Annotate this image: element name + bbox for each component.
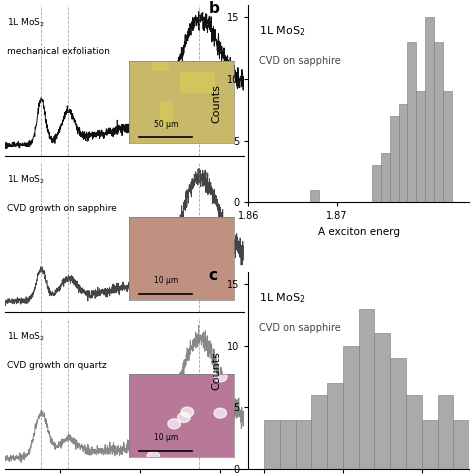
Bar <box>416 91 425 202</box>
Text: 1L MoS$_2$: 1L MoS$_2$ <box>259 25 306 38</box>
Text: 1L MoS$_2$: 1L MoS$_2$ <box>7 17 45 29</box>
Bar <box>310 190 319 202</box>
Bar <box>399 104 407 202</box>
Bar <box>422 420 438 469</box>
Bar <box>343 346 359 469</box>
Bar <box>390 116 399 202</box>
Bar <box>295 420 311 469</box>
Text: CVD growth on sapphire: CVD growth on sapphire <box>7 204 117 213</box>
Bar <box>280 420 295 469</box>
Y-axis label: Counts: Counts <box>211 84 221 123</box>
Bar <box>434 42 443 202</box>
Text: CVD on sapphire: CVD on sapphire <box>259 56 341 66</box>
Bar <box>454 420 469 469</box>
Text: 1L MoS$_2$: 1L MoS$_2$ <box>259 292 306 305</box>
Bar <box>438 395 454 469</box>
Bar <box>372 165 381 202</box>
Bar <box>390 358 406 469</box>
Text: 1L MoS$_2$: 1L MoS$_2$ <box>7 330 45 343</box>
Bar <box>407 42 416 202</box>
Bar <box>425 17 434 202</box>
Bar <box>311 395 327 469</box>
Bar <box>327 383 343 469</box>
Bar <box>381 153 390 202</box>
Text: c: c <box>209 268 218 283</box>
Bar <box>359 309 374 469</box>
Bar <box>406 395 422 469</box>
Text: CVD on sapphire: CVD on sapphire <box>259 323 341 333</box>
Text: CVD growth on quartz: CVD growth on quartz <box>7 361 107 370</box>
Text: 1L MoS$_2$: 1L MoS$_2$ <box>7 173 45 186</box>
X-axis label: A exciton energ: A exciton energ <box>318 227 400 237</box>
Text: mechanical exfoliation: mechanical exfoliation <box>7 47 110 56</box>
Y-axis label: Counts: Counts <box>211 351 221 390</box>
Bar <box>374 333 390 469</box>
Text: b: b <box>209 1 219 16</box>
Bar <box>443 91 452 202</box>
Bar <box>264 420 280 469</box>
